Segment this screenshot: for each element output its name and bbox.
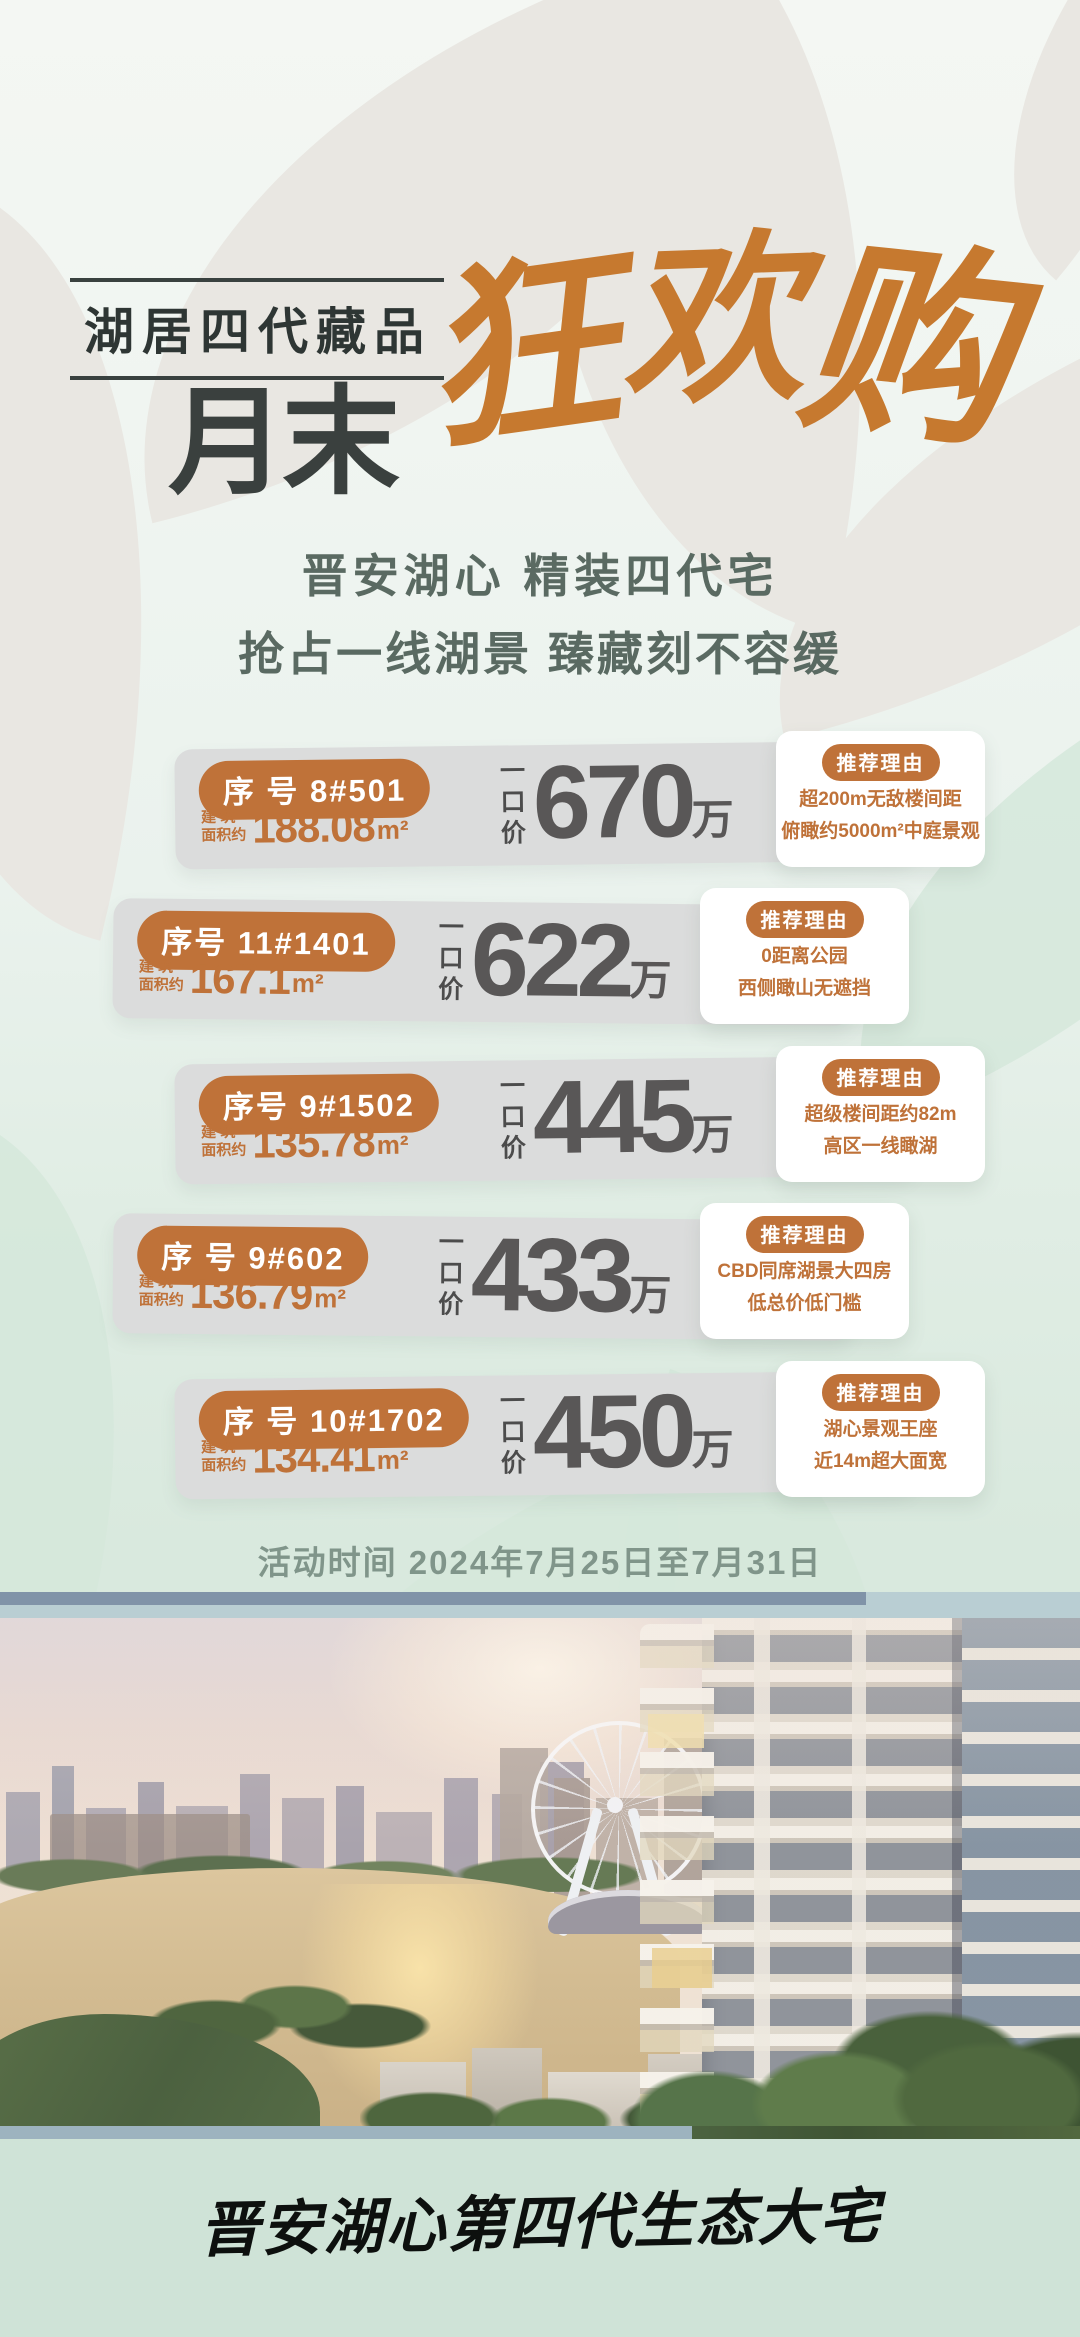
area-label-line2: 面积约 <box>201 1456 247 1475</box>
price-label: 一口价 <box>496 1387 526 1481</box>
area-value: 188.08 <box>251 803 376 852</box>
listing-card: 序 号 8#501 建 筑 面积约 188.08 m² 一口价 670 万 推荐… <box>0 731 1080 881</box>
price-label: 一口价 <box>434 1228 464 1322</box>
recommendation-line2: 俯瞰约5000m²中庭景观 <box>781 820 980 842</box>
area-value: 135.78 <box>251 1118 376 1167</box>
area-group: 建 筑 面积约 135.78 m² <box>201 1118 409 1167</box>
recommendation-line2: 近14m超大面宽 <box>813 1450 948 1472</box>
price-value: 433 <box>470 1216 631 1335</box>
title-brush-calligraphy: 狂欢购 <box>407 219 1023 477</box>
listing-card: 序号 11#1401 建 筑 面积约 167.1 m² 一口价 622 万 推荐… <box>0 888 1080 1038</box>
recommendation-line2: 西侧瞰山无遮挡 <box>737 977 871 999</box>
area-group: 建 筑 面积约 167.1 m² <box>139 954 324 1003</box>
subtitle-line-1: 晋安湖心 精装四代宅 <box>301 550 779 602</box>
area-label-line1: 建 筑 <box>138 958 174 976</box>
subtitle-line-2: 抢占一线湖景 臻藏刻不容缓 <box>238 628 842 680</box>
recommendation-line1: CBD同席湖景大四房 <box>717 1261 892 1282</box>
title-regular: 月末 <box>168 378 400 509</box>
recommendation-badge: 推荐理由 <box>821 744 940 781</box>
area-unit: m² <box>314 1283 347 1314</box>
tower-shadow-gap <box>952 1618 962 2126</box>
price-unit: 万 <box>629 1271 672 1319</box>
sunlit-glass <box>648 1714 704 1748</box>
price-label: 一口价 <box>434 913 464 1007</box>
area-value: 134.41 <box>251 1433 376 1482</box>
foreground-trees <box>580 1974 1080 2126</box>
price-group: 一口价 450 万 <box>492 1373 735 1492</box>
listing-card: 序 号 10#1702 建 筑 面积约 134.41 m² 一口价 450 万 … <box>0 1361 1080 1511</box>
price-group: 一口价 622 万 <box>430 901 672 1020</box>
area-value: 136.79 <box>189 1269 313 1319</box>
area-label-line1: 建 筑 <box>138 1273 174 1291</box>
price-value: 622 <box>470 901 631 1020</box>
haze-overlay <box>0 1618 1080 2126</box>
footer: 晋安湖心第四代生态大宅 <box>0 2139 1080 2337</box>
area-label: 建 筑 面积约 <box>139 1273 184 1309</box>
photo-top-bar <box>0 1592 866 1605</box>
area-group: 建 筑 面积约 188.08 m² <box>201 803 409 852</box>
recommendation-line1: 湖心景观王座 <box>823 1419 938 1440</box>
price-unit: 万 <box>629 956 672 1004</box>
recommendation-card: 推荐理由 0距离公园 西侧瞰山无遮挡 <box>700 888 909 1024</box>
footer-calligraphy-slogan: 晋安湖心第四代生态大宅 <box>198 2183 882 2265</box>
area-unit: m² <box>376 814 409 846</box>
area-label: 建 筑 面积约 <box>139 958 184 994</box>
photo-bottom-bar <box>0 2126 692 2139</box>
price-unit: 万 <box>691 1110 735 1159</box>
recommendation-line2: 高区一线瞰湖 <box>823 1135 938 1157</box>
price-label: 一口价 <box>496 757 526 851</box>
area-value: 167.1 <box>189 954 291 1003</box>
price-value: 445 <box>532 1058 693 1177</box>
price-group: 一口价 445 万 <box>492 1058 735 1177</box>
listing-card: 序号 9#1502 建 筑 面积约 135.78 m² 一口价 445 万 推荐… <box>0 1046 1080 1196</box>
area-label: 建 筑 面积约 <box>201 1439 246 1476</box>
price-group: 一口价 670 万 <box>492 743 735 862</box>
area-label-line2: 面积约 <box>201 826 247 845</box>
area-group: 建 筑 面积约 136.79 m² <box>139 1269 347 1319</box>
recommendation-card: 推荐理由 CBD同席湖景大四房 低总价低门槛 <box>700 1203 909 1339</box>
area-label-line1: 建 筑 <box>201 808 236 827</box>
series-badge: 湖居四代藏品 <box>70 278 444 380</box>
price-unit: 万 <box>691 1425 735 1474</box>
recommendation-badge: 推荐理由 <box>745 1216 864 1253</box>
recommendation-card: 推荐理由 超级楼间距约82m 高区一线瞰湖 <box>776 1046 985 1182</box>
recommendation-line1: 超200m无敌楼间距 <box>799 789 962 810</box>
recommendation-card: 推荐理由 超200m无敌楼间距 俯瞰约5000m²中庭景观 <box>776 731 985 867</box>
area-group: 建 筑 面积约 134.41 m² <box>201 1433 409 1482</box>
price-group: 一口价 433 万 <box>430 1216 672 1335</box>
area-unit: m² <box>291 968 324 999</box>
area-label-line2: 面积约 <box>138 1291 184 1309</box>
recommendation-card: 推荐理由 湖心景观王座 近14m超大面宽 <box>776 1361 985 1497</box>
price-value: 670 <box>532 743 693 862</box>
price-unit: 万 <box>691 795 735 844</box>
recommendation-badge: 推荐理由 <box>821 1374 940 1411</box>
ferris-wheel-hub <box>607 1797 623 1813</box>
area-label-line2: 面积约 <box>201 1141 247 1160</box>
area-unit: m² <box>376 1444 409 1476</box>
price-value: 450 <box>532 1373 693 1492</box>
activity-time: 活动时间 2024年7月25日至7月31日 <box>257 1544 823 1581</box>
recommendation-line1: 0距离公园 <box>761 946 848 967</box>
area-label: 建 筑 面积约 <box>201 1124 246 1161</box>
area-label: 建 筑 面积约 <box>201 809 246 846</box>
recommendation-badge: 推荐理由 <box>745 901 864 938</box>
area-unit: m² <box>376 1129 409 1161</box>
hero-photo-lake-city <box>0 1618 1080 2126</box>
photo-bottom-trees <box>692 2126 1080 2139</box>
price-label: 一口价 <box>496 1072 526 1166</box>
area-label-line2: 面积约 <box>138 976 184 994</box>
area-label-line1: 建 筑 <box>201 1438 236 1457</box>
recommendation-line2: 低总价低门槛 <box>747 1292 862 1314</box>
listing-card: 序 号 9#602 建 筑 面积约 136.79 m² 一口价 433 万 推荐… <box>0 1203 1080 1353</box>
area-label-line1: 建 筑 <box>201 1123 236 1142</box>
recommendation-line1: 超级楼间距约82m <box>804 1104 957 1125</box>
recommendation-badge: 推荐理由 <box>821 1059 940 1096</box>
